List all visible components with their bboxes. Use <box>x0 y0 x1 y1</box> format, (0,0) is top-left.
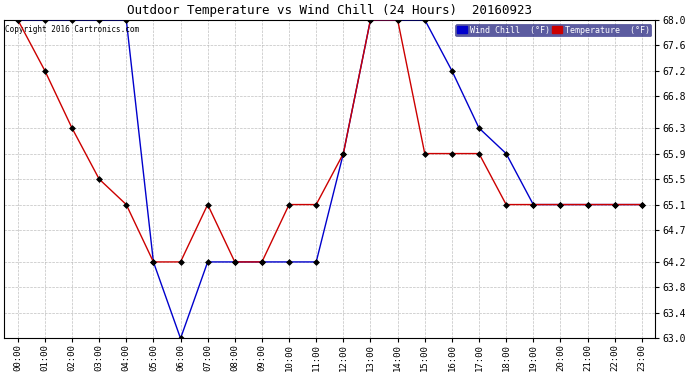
Text: Copyright 2016 Cartronics.com: Copyright 2016 Cartronics.com <box>6 24 139 33</box>
Legend: Wind Chill  (°F), Temperature  (°F): Wind Chill (°F), Temperature (°F) <box>455 24 651 36</box>
Title: Outdoor Temperature vs Wind Chill (24 Hours)  20160923: Outdoor Temperature vs Wind Chill (24 Ho… <box>127 4 532 17</box>
